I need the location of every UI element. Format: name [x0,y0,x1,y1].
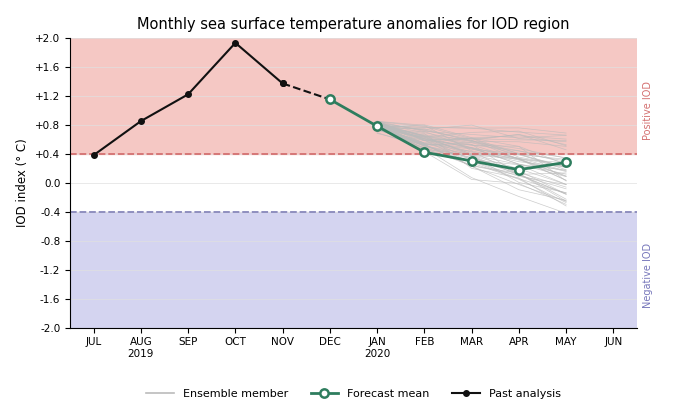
Title: Monthly sea surface temperature anomalies for IOD region: Monthly sea surface temperature anomalie… [137,18,570,32]
Bar [70,38,637,154]
Y-axis label: IOD index (° C): IOD index (° C) [17,138,29,227]
Text: Positive IOD: Positive IOD [643,81,652,140]
Text: Negative IOD: Negative IOD [643,243,652,308]
Legend: Ensemble member, Forecast mean, Past analysis: Ensemble member, Forecast mean, Past ana… [142,384,565,403]
Bar [70,212,637,328]
